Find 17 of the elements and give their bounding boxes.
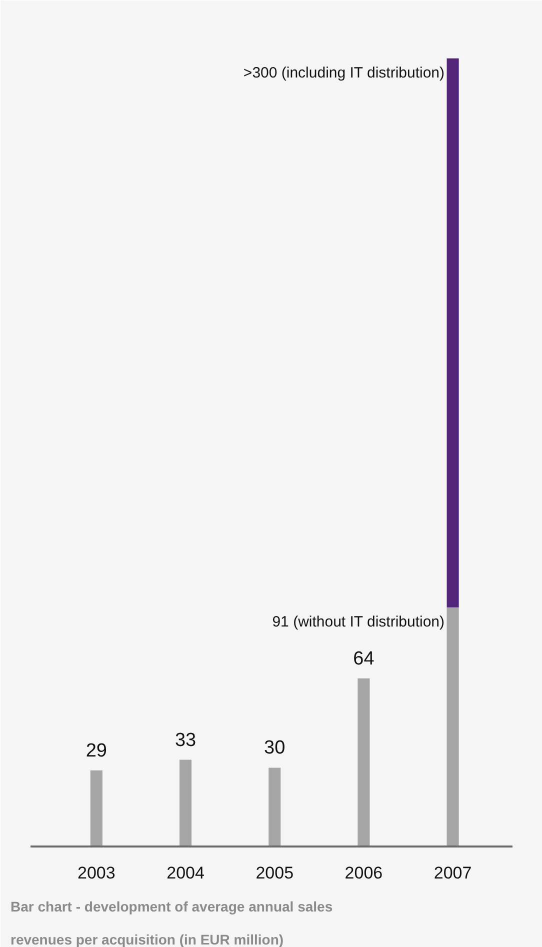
bar bbox=[446, 58, 459, 608]
bar bbox=[446, 607, 459, 846]
data-label: 33 bbox=[174, 730, 196, 751]
bar bbox=[358, 678, 370, 846]
bar bbox=[268, 768, 281, 846]
data-label: 64 bbox=[353, 648, 375, 670]
bar bbox=[180, 760, 192, 846]
x-tick-label: 2006 bbox=[344, 864, 383, 882]
total-label: >300 (including IT distribution) bbox=[243, 64, 445, 82]
x-tick-label: 2003 bbox=[78, 864, 116, 882]
x-tick-label: 2004 bbox=[166, 864, 204, 882]
data-label: 29 bbox=[86, 740, 108, 762]
x-tick-label: 2007 bbox=[434, 864, 472, 882]
annotation: 91 (without IT distribution) bbox=[272, 613, 445, 630]
data-label: 30 bbox=[264, 738, 286, 759]
bar bbox=[90, 770, 102, 846]
x-tick-label: 2005 bbox=[256, 864, 294, 882]
